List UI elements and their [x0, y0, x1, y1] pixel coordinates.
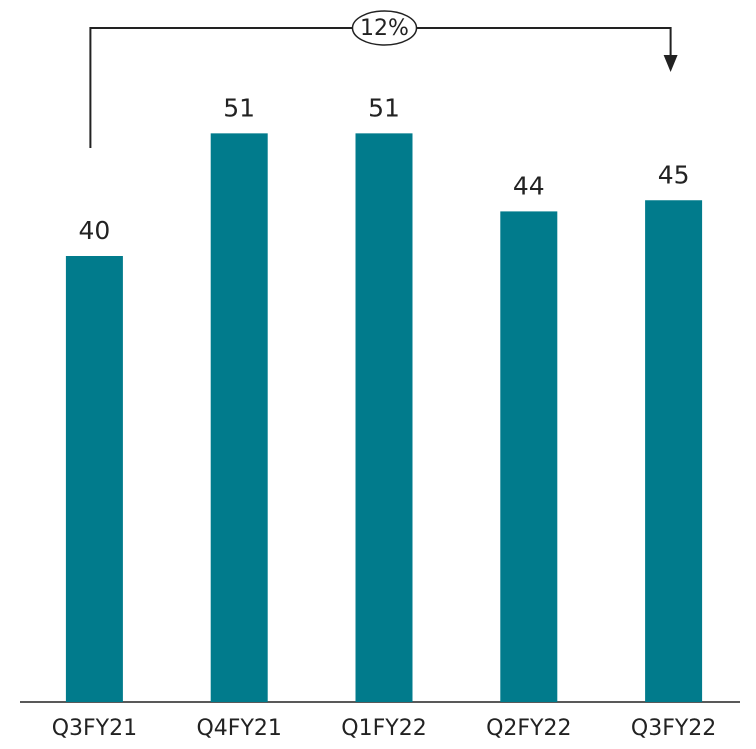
x-tick-label: Q2FY22 [486, 716, 571, 741]
value-label: 45 [658, 160, 690, 189]
value-label: 51 [368, 93, 400, 122]
value-label: 40 [78, 216, 110, 245]
bar [210, 133, 268, 703]
annotation-oval [351, 10, 418, 46]
x-tick-label: Q4FY21 [196, 716, 281, 741]
value-label: 51 [223, 93, 255, 122]
bar [355, 133, 413, 703]
bar [65, 256, 123, 702]
value-label: 44 [513, 171, 545, 200]
x-tick-label: Q3FY22 [631, 716, 716, 741]
bar [645, 200, 703, 702]
growth-bracket [89, 27, 672, 148]
x-tick-label: Q1FY22 [341, 716, 426, 741]
annotation: 12% [360, 16, 409, 41]
growth-arrowhead [663, 55, 678, 72]
x-tick-label: Q3FY21 [52, 716, 137, 741]
bar [500, 211, 558, 702]
